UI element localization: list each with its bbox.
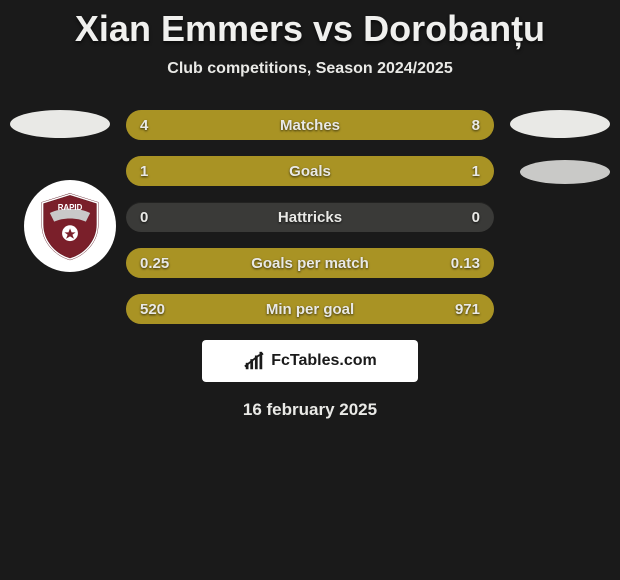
- stat-row: 520971Min per goal: [126, 294, 494, 324]
- svg-text:RAPID: RAPID: [58, 203, 83, 212]
- stat-label: Goals: [126, 156, 494, 186]
- chart-icon: [243, 350, 265, 372]
- page-subtitle: Club competitions, Season 2024/2025: [0, 60, 620, 78]
- player-right-placeholder: [510, 110, 610, 138]
- page-title: Xian Emmers vs Dorobanțu: [0, 0, 620, 50]
- player-right-placeholder-2: [520, 160, 610, 184]
- stat-row: 48Matches: [126, 110, 494, 140]
- stat-label: Min per goal: [126, 294, 494, 324]
- club-badge-left: RAPID: [24, 180, 116, 272]
- stat-row: 11Goals: [126, 156, 494, 186]
- brand-box: FcTables.com: [202, 340, 418, 382]
- stat-label: Goals per match: [126, 248, 494, 278]
- player-left-placeholder: [10, 110, 110, 138]
- shield-icon: RAPID: [34, 190, 106, 262]
- brand-label: FcTables.com: [271, 352, 377, 370]
- stat-row: 00Hattricks: [126, 202, 494, 232]
- stat-row: 0.250.13Goals per match: [126, 248, 494, 278]
- stat-label: Matches: [126, 110, 494, 140]
- date-label: 16 february 2025: [0, 400, 620, 420]
- stats-area: RAPID 48Matches 11Goals 00Hattricks 0.250.1…: [0, 110, 620, 324]
- stat-label: Hattricks: [126, 202, 494, 232]
- stat-bars: 48Matches 11Goals 00Hattricks 0.250.13Goals…: [126, 110, 494, 324]
